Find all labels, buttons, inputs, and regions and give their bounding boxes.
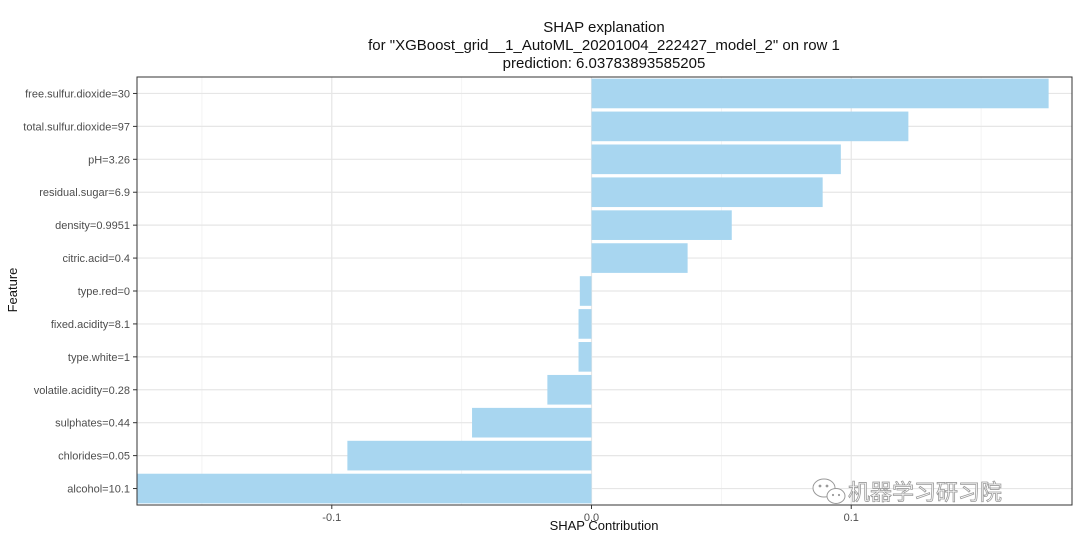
bar-3 (591, 144, 841, 175)
bar-6 (591, 243, 688, 273)
x-tick-label: -0.1 (322, 512, 341, 524)
x-axis-title: SHAP Contribution (550, 518, 659, 533)
y-tick-label: residual.sugar=6.9 (39, 187, 130, 199)
bar-11 (472, 407, 592, 438)
y-axis-title: Feature (5, 268, 20, 313)
title-line-2: for "XGBoost_grid__1_AutoML_20201004_222… (368, 37, 840, 54)
bar-9 (578, 342, 592, 372)
y-tick-label: sulphates=0.44 (55, 418, 130, 430)
bar-12 (347, 440, 592, 471)
title-line-3: prediction: 6.03783893585205 (503, 55, 706, 72)
bars (137, 78, 1049, 504)
watermark: 机器学习研习院 (812, 478, 1002, 505)
y-tick-label: density=0.9951 (55, 220, 130, 232)
bar-10 (547, 374, 592, 405)
bar-5 (591, 210, 732, 240)
wechat-icon (812, 478, 846, 504)
y-tick-label: fixed.acidity=8.1 (51, 319, 130, 331)
y-tick-label: chlorides=0.05 (58, 451, 130, 463)
y-tick-label: type.white=1 (68, 352, 130, 364)
bar-2 (591, 111, 909, 142)
bar-7 (579, 276, 592, 306)
y-axis-ticks: free.sulfur.dioxide=30 total.sulfur.dioxi… (23, 88, 137, 496)
y-tick-label: volatile.acidity=0.28 (34, 385, 130, 397)
x-axis-ticks: -0.1 0.0 0.1 (322, 505, 859, 524)
bar-1 (591, 78, 1049, 109)
bar-13 (137, 473, 592, 504)
y-tick-label: free.sulfur.dioxide=30 (25, 88, 130, 100)
x-tick-label: 0.1 (844, 512, 859, 524)
bar-8 (578, 309, 592, 339)
watermark-text: 机器学习研习院 (848, 480, 1002, 505)
bar-4 (591, 177, 823, 208)
y-tick-label: alcohol=10.1 (67, 484, 130, 496)
x-tick-label: 0.0 (584, 512, 599, 524)
title-line-1: SHAP explanation (543, 19, 664, 36)
y-tick-label: total.sulfur.dioxide=97 (23, 121, 130, 133)
y-tick-label: citric.acid=0.4 (62, 253, 130, 265)
y-tick-label: type.red=0 (78, 286, 130, 298)
y-tick-label: pH=3.26 (88, 154, 130, 166)
